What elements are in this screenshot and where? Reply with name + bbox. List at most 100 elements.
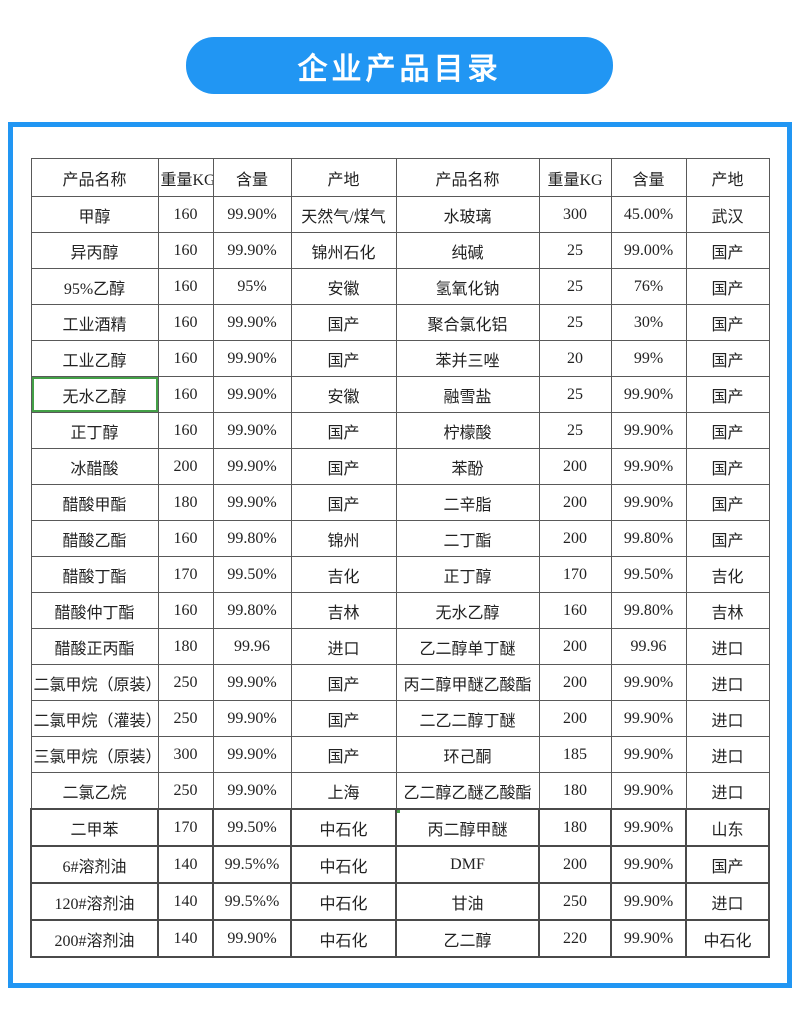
table-cell: 水玻璃 (395, 196, 540, 233)
table-cell: 160 (157, 412, 214, 449)
table-cell: 160 (157, 376, 214, 413)
table-cell: 国产 (685, 520, 770, 557)
table-cell: 200 (538, 700, 612, 737)
table-cell: 进口 (290, 628, 397, 665)
table-cell: 中石化 (290, 882, 397, 921)
table-row: 工业酒精 160 99.90% 国产 聚合氯化铝 25 30% 国产 (30, 304, 770, 341)
table-cell: 160 (157, 340, 214, 377)
table-row: 醋酸仲丁酯 160 99.80% 吉林 无水乙醇 160 99.80% 吉林 (30, 592, 770, 629)
table-cell: 99.90% (212, 196, 292, 233)
table-cell: 国产 (685, 340, 770, 377)
table-cell: 180 (157, 628, 214, 665)
table-cell: 250 (538, 882, 612, 921)
table-cell: 220 (538, 919, 612, 958)
table-cell: 170 (538, 556, 612, 593)
table-cell: 160 (538, 592, 612, 629)
table-cell: 丙二醇甲醚 (395, 808, 540, 847)
table-cell: 200 (538, 628, 612, 665)
table-cell: 250 (157, 772, 214, 810)
table-cell: 99.90% (610, 772, 687, 810)
table-row: 二甲苯 170 99.50% 中石化 丙二醇甲醚 180 99.90% 山东 (30, 808, 770, 847)
table-cell: 中石化 (290, 808, 397, 847)
table-cell: 99.90% (610, 736, 687, 773)
table-cell: 乙二醇 (395, 919, 540, 958)
table-row: 二氯乙烷 250 99.90% 上海 乙二醇乙醚乙酸酯 180 99.90% 进口 (30, 772, 770, 810)
table-cell: 吉林 (685, 592, 770, 629)
table-cell: 160 (157, 268, 214, 305)
table-row: 三氯甲烷（原装） 300 99.90% 国产 环己酮 185 99.90% 进口 (30, 736, 770, 773)
table-header-cell: 产地 (685, 158, 770, 197)
table-cell: 安徽 (290, 268, 397, 305)
table-cell: 柠檬酸 (395, 412, 540, 449)
table-cell: 国产 (290, 664, 397, 701)
table-row: 异丙醇 160 99.90% 锦州石化 纯碱 25 99.00% 国产 (30, 232, 770, 269)
table-cell: 185 (538, 736, 612, 773)
table-header-cell: 产品名称 (395, 158, 540, 197)
table-cell: 国产 (290, 700, 397, 737)
table-cell: 二丁酯 (395, 520, 540, 557)
table-cell: 99.00% (610, 232, 687, 269)
table-cell: 99.90% (610, 700, 687, 737)
table-cell: 进口 (685, 772, 770, 810)
table-cell: 99.90% (212, 484, 292, 521)
table-cell: 99.90% (212, 340, 292, 377)
table-cell: 二氯乙烷 (30, 772, 159, 810)
table-cell: DMF (395, 845, 540, 884)
table-cell: 中石化 (290, 845, 397, 884)
table-cell: 99.50% (212, 556, 292, 593)
table-cell: 醋酸甲酯 (30, 484, 159, 521)
table-cell: 国产 (685, 268, 770, 305)
table-row: 醋酸正丙酯 180 99.96 进口 乙二醇单丁醚 200 99.96 进口 (30, 628, 770, 665)
table-cell: 99.96 (212, 628, 292, 665)
table-row: 正丁醇 160 99.90% 国产 柠檬酸 25 99.90% 国产 (30, 412, 770, 449)
table-row: 醋酸丁酯 170 99.50% 吉化 正丁醇 170 99.50% 吉化 (30, 556, 770, 593)
table-body: 甲醇 160 99.90% 天然气/煤气 水玻璃 300 45.00% 武汉 异丙醇 160 99.… (30, 196, 770, 958)
table-cell: 无水乙醇 (395, 592, 540, 629)
table-cell: 160 (157, 232, 214, 269)
table-cell: 99.90% (610, 448, 687, 485)
table-cell: 正丁醇 (395, 556, 540, 593)
table-cell: 140 (157, 919, 214, 958)
table-cell: 二乙二醇丁醚 (395, 700, 540, 737)
table-cell: 国产 (290, 736, 397, 773)
table-cell: 140 (157, 845, 214, 884)
table-cell: 99.90% (212, 736, 292, 773)
table-cell: 160 (157, 304, 214, 341)
table-cell: 武汉 (685, 196, 770, 233)
table-cell: 160 (157, 592, 214, 629)
table-cell: 99.90% (610, 484, 687, 521)
table-cell: 聚合氯化铝 (395, 304, 540, 341)
table-cell: 120#溶剂油 (30, 882, 159, 921)
page-title: 企业产品目录 (297, 52, 502, 86)
table-cell: 99.5%% (212, 845, 292, 884)
table-row: 无水乙醇 160 99.90% 安徽 融雪盐 25 99.90% 国产 (30, 376, 770, 413)
table-cell: 99.80% (610, 520, 687, 557)
table-cell: 二氯甲烷（原装） (30, 664, 159, 701)
table-cell: 天然气/煤气 (290, 196, 397, 233)
table-cell: 99.90% (610, 808, 687, 847)
table-cell: 锦州石化 (290, 232, 397, 269)
table-cell: 吉化 (685, 556, 770, 593)
table-row: 醋酸甲酯 180 99.90% 国产 二辛脂 200 99.90% 国产 (30, 484, 770, 521)
table-header-cell: 重量KG (157, 158, 214, 197)
table-cell: 锦州 (290, 520, 397, 557)
table-cell: 200 (538, 520, 612, 557)
table-cell: 99.90% (212, 232, 292, 269)
table-cell: 99.90% (610, 412, 687, 449)
table-cell: 25 (538, 412, 612, 449)
table-cell: 170 (157, 808, 214, 847)
table-cell: 99.96 (610, 628, 687, 665)
table-header-cell: 产地 (290, 158, 397, 197)
table-cell: 25 (538, 304, 612, 341)
table-cell: 99.5%% (212, 882, 292, 921)
table-cell: 200 (538, 845, 612, 884)
table-cell: 醋酸仲丁酯 (30, 592, 159, 629)
table-row: 醋酸乙酯 160 99.80% 锦州 二丁酯 200 99.80% 国产 (30, 520, 770, 557)
table-header: 产品名称 重量KG 含量 产地 产品名称 重量KG 含量 产地 (30, 158, 770, 197)
table-cell: 进口 (685, 736, 770, 773)
table-cell: 25 (538, 376, 612, 413)
table-header-row: 产品名称 重量KG 含量 产地 产品名称 重量KG 含量 产地 (30, 158, 770, 197)
table-cell: 国产 (685, 845, 770, 884)
table-cell: 99.90% (212, 700, 292, 737)
table-cell: 95%乙醇 (30, 268, 159, 305)
